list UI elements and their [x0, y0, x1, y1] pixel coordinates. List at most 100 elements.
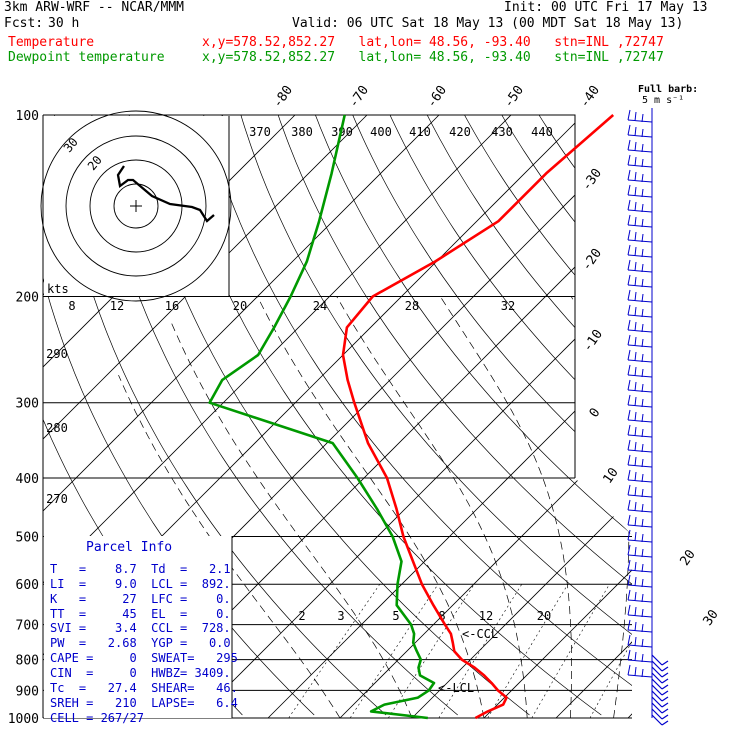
dry-adiabat-line	[613, 115, 632, 716]
temperature-tick-label: 20	[677, 547, 698, 568]
wind-barb	[634, 456, 637, 467]
wind-barb	[651, 696, 663, 708]
wind-barb	[627, 554, 653, 558]
barb-legend-units: 5 m s⁻¹	[642, 95, 684, 106]
wind-barb	[661, 696, 669, 702]
wind-barb	[627, 214, 631, 226]
dry-adiabat-line	[464, 115, 632, 716]
mixing-ratio-label: 2	[298, 609, 305, 623]
dry-adiabat-line	[203, 115, 632, 716]
wind-barb	[627, 179, 653, 183]
wind-barb	[634, 216, 637, 227]
wind-barb	[634, 261, 637, 272]
dry-adiabat-line	[240, 115, 632, 716]
mixing-ratio-line	[531, 584, 610, 718]
wind-barb	[634, 246, 637, 257]
wind-barb	[634, 126, 637, 137]
theta-label: 380	[291, 125, 313, 139]
wind-barb	[627, 304, 631, 316]
upper-axis-label: 8	[68, 299, 75, 313]
wind-barb	[627, 224, 653, 228]
mixing-ratio-label: 20	[537, 609, 551, 623]
wind-barb	[627, 619, 631, 631]
isotherm-line	[627, 115, 632, 718]
wind-barb	[627, 584, 653, 588]
wind-barb	[627, 454, 631, 466]
wind-barb	[634, 201, 637, 212]
wind-barb	[634, 366, 637, 377]
wind-barb	[641, 578, 644, 588]
wind-barb	[634, 546, 637, 557]
pressure-tick-label: 600	[16, 578, 39, 593]
dewpoint-profile-line	[208, 114, 436, 720]
theta-label: 400	[370, 125, 392, 139]
theta-label: 440	[531, 125, 553, 139]
wind-barb	[641, 593, 644, 603]
wind-barb	[661, 702, 669, 708]
temperature-profile-line	[341, 114, 615, 720]
wind-barb	[627, 424, 631, 436]
mixing-ratio-label: 12	[479, 609, 493, 623]
wind-barb	[634, 411, 637, 422]
wind-barb	[641, 563, 644, 573]
dewpoint-legend: Dewpoint temperature	[8, 50, 165, 65]
wind-barb	[651, 684, 663, 696]
wind-barb	[627, 284, 653, 288]
pressure-tick-label: 800	[16, 654, 39, 669]
wind-barb	[641, 548, 644, 558]
pressure-tick-label: 700	[16, 619, 39, 634]
upper-axis-label: 28	[405, 299, 419, 313]
wind-barb	[627, 109, 631, 121]
wind-barb	[627, 509, 653, 513]
wind-barb	[634, 186, 637, 197]
wind-barb	[634, 426, 637, 437]
hodograph-trace	[116, 165, 215, 223]
wind-barb	[641, 653, 644, 663]
wind-barb	[634, 321, 637, 332]
parcel-row: LI = 9.0 LCL = 892.	[50, 577, 231, 591]
parcel-row: CIN = 0 HWBZ= 3409.	[50, 666, 231, 680]
wind-barb	[627, 479, 653, 483]
temperature-tick-label: 10	[600, 465, 621, 486]
wind-barb	[634, 651, 637, 662]
temperature-tick-label: -20	[579, 246, 605, 274]
parcel-row: TT = 45 EL = 0.	[50, 607, 231, 621]
wind-barb	[634, 306, 637, 317]
wind-barb	[627, 604, 631, 616]
wind-barb	[634, 666, 637, 677]
theta-label: 370	[249, 125, 271, 139]
mixing-ratio-label: 5	[392, 609, 399, 623]
mixing-ratio-line	[288, 584, 381, 718]
wind-barb	[661, 714, 669, 720]
wind-barb	[627, 124, 631, 136]
wind-barb	[661, 678, 669, 684]
wind-barb	[634, 291, 637, 302]
wind-barb	[627, 134, 653, 138]
wind-barb	[641, 518, 644, 528]
wind-barb	[627, 319, 631, 331]
wind-barb	[641, 623, 644, 633]
wind-barb	[641, 218, 644, 228]
wind-barb	[634, 111, 637, 122]
temperature-tick-label: -40	[577, 83, 603, 111]
wind-barb	[627, 199, 631, 211]
wind-barb	[627, 344, 653, 348]
isotherm-line	[43, 115, 512, 718]
moist-adiabat-line	[336, 296, 528, 718]
wind-barb	[627, 329, 653, 333]
mixing-ratio-line	[487, 584, 569, 718]
wind-barb	[627, 434, 653, 438]
hodograph-inset	[40, 110, 232, 302]
wind-barb	[627, 484, 631, 496]
wind-barb	[641, 353, 644, 363]
wind-barb	[627, 364, 631, 376]
wind-barb	[651, 708, 663, 720]
wind-barb	[651, 702, 663, 714]
temperature-tick-label: 0	[587, 405, 604, 420]
wind-barb	[641, 413, 644, 423]
wind-barb-column	[627, 108, 669, 726]
wind-barb	[634, 351, 637, 362]
valid-time: Valid: 06 UTC Sat 18 May 13 (00 MDT Sat …	[292, 16, 684, 31]
mixing-ratio-line	[388, 584, 475, 718]
wind-barb	[627, 539, 653, 543]
